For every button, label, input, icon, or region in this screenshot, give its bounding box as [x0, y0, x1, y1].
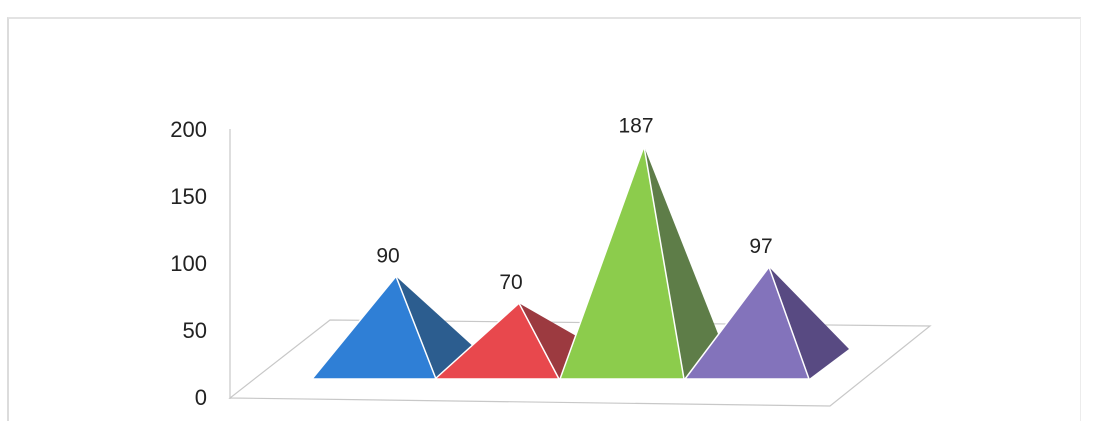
y-tick-label: 150 — [170, 184, 207, 209]
y-tick-label: 0 — [195, 385, 207, 410]
y-axis: 0 50 100 150 200 — [170, 117, 231, 410]
data-labels: 90 70 187 97 — [376, 114, 772, 294]
pyramid-front-face — [684, 266, 810, 380]
data-label: 187 — [618, 114, 653, 137]
pyramid-bar — [311, 275, 476, 380]
chart-frame — [7, 17, 1081, 421]
y-tick-label: 50 — [183, 318, 207, 343]
pyramid-bar — [684, 266, 849, 380]
pyramid-side-face — [769, 267, 849, 379]
y-tick-label: 100 — [170, 251, 207, 276]
pyramid-side-face — [396, 276, 476, 379]
data-label: 70 — [499, 271, 522, 294]
pyramid-side-face — [644, 146, 724, 379]
pyramid-bar — [559, 145, 724, 380]
pyramid-front-face — [559, 145, 685, 380]
pyramid-front-face — [434, 302, 560, 380]
pyramid-series — [311, 145, 849, 380]
data-label: 97 — [749, 235, 772, 258]
pyramid-front-face — [311, 275, 437, 380]
y-tick-label: 200 — [170, 117, 207, 142]
data-label: 90 — [376, 244, 399, 267]
